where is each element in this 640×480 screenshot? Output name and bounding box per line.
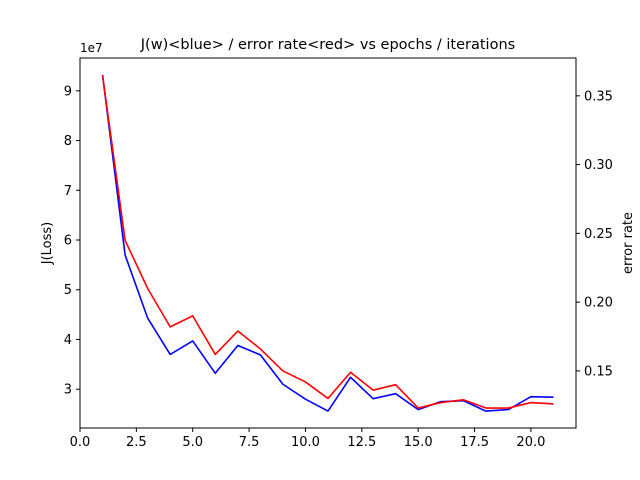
y-left-tick-label: 6 — [64, 234, 72, 249]
plot-background — [80, 58, 576, 428]
y-axis-right: 0.15 0.20 0.25 0.30 0.35 — [576, 89, 613, 379]
y-left-tick-label: 7 — [64, 184, 72, 199]
y-left-tick-label: 8 — [64, 134, 72, 149]
x-tick-label: 5.0 — [182, 435, 203, 450]
series-layer — [101, 74, 554, 412]
y-right-tick-label: 0.35 — [584, 89, 613, 104]
y-axis-left: 3 4 5 6 7 8 9 — [64, 84, 80, 398]
x-tick-label: 10.0 — [291, 435, 320, 450]
y-right-tick-label: 0.20 — [584, 296, 613, 311]
x-tick-label: 17.5 — [460, 435, 489, 450]
y-axis-right-label: error rate — [621, 212, 636, 274]
left-axis-offset-label: 1e7 — [80, 41, 103, 55]
x-tick-label: 0.0 — [70, 435, 91, 450]
y-left-tick-label: 4 — [64, 333, 72, 348]
y-left-tick-label: 5 — [64, 283, 72, 298]
axes-frame — [79, 57, 577, 429]
y-axis-left-label: J(Loss) — [40, 222, 55, 266]
y-right-tick-label: 0.30 — [584, 158, 613, 173]
y-right-tick-label: 0.15 — [584, 364, 613, 379]
x-tick-label: 12.5 — [347, 435, 376, 450]
x-tick-label: 7.5 — [239, 435, 260, 450]
y-right-tick-label: 0.25 — [584, 227, 613, 242]
x-tick-label: 2.5 — [126, 435, 147, 450]
x-axis: 0.0 2.5 5.0 7.5 10.0 12.5 15.0 17.5 20.0 — [70, 428, 545, 450]
y-left-tick-label: 3 — [64, 383, 72, 398]
x-tick-label: 20.0 — [516, 435, 545, 450]
x-tick-label: 15.0 — [404, 435, 433, 450]
chart-title: J(w)<blue> / error rate<red> vs epochs /… — [140, 37, 515, 53]
y-left-tick-label: 9 — [64, 84, 72, 99]
